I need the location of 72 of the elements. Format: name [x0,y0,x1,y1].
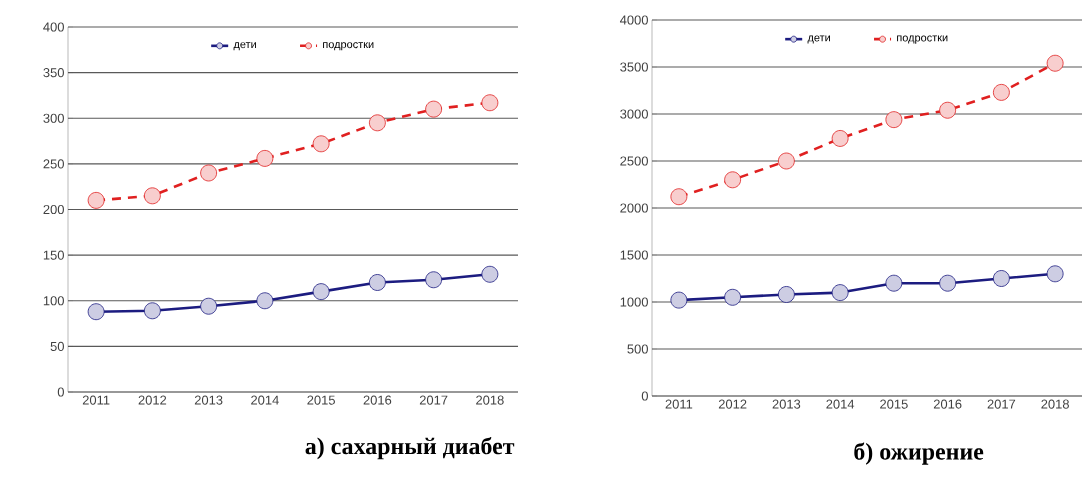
point [200,164,218,182]
x-tick-label: 2014 [251,395,279,405]
x-tick-label: 2013 [772,399,801,409]
point [992,83,1010,101]
point [87,303,105,321]
legend-label: дети [233,42,256,51]
y-tick-label: 150 [43,250,64,260]
y-tick-label: 250 [43,159,64,169]
x-tick-label: 2015 [880,399,908,409]
point [777,286,795,303]
point [724,288,742,306]
legend-label: дети [807,35,830,44]
point [256,292,274,310]
x-tick-label: 2018 [476,395,504,405]
point [312,135,330,153]
x-tick-label: 2011 [82,395,110,405]
x-tick-label: 2016 [363,395,392,405]
y-tick-label: 200 [43,204,64,215]
point [368,114,386,132]
point [312,283,330,301]
text: а) сахарный диабет [305,437,515,460]
y-tick-label: 0 [641,391,648,401]
x-tick-label: 2012 [718,399,747,409]
y-tick-label: 500 [627,344,648,354]
point [831,284,849,301]
y-tick-label: 350 [43,68,64,78]
point [670,188,688,206]
text: б) ожирение [854,442,984,465]
x-tick-label: 2016 [933,399,962,409]
point [885,111,903,129]
point [425,100,443,118]
point [425,271,443,289]
point [1046,54,1064,72]
x-tick-label: 2017 [419,395,448,405]
point [143,187,161,205]
legend-label: подростки [323,42,374,51]
y-tick-label: 3500 [620,62,648,72]
point [481,94,499,112]
x-tick-label: 2013 [194,395,223,405]
x-tick-label: 2018 [1041,399,1069,409]
y-tick-label: 2000 [620,203,648,213]
point [939,101,957,119]
y-tick-label: 100 [43,296,64,306]
y-tick-label: 300 [43,113,64,123]
x-tick-label: 2014 [826,399,855,409]
point [670,291,688,309]
point [885,274,903,292]
y-tick-label: 2500 [620,156,648,166]
y-tick-label: 400 [43,22,64,32]
point [1046,265,1064,283]
x-tick-label: 2012 [138,395,167,405]
point [481,265,499,283]
legend-label: подростки [897,35,948,44]
point [256,150,274,167]
y-tick-label: 4000 [619,15,648,25]
y-tick-label: 1000 [620,297,648,307]
point [724,171,742,189]
point [368,274,386,291]
point [200,297,218,315]
y-tick-label: 50 [50,341,64,351]
x-tick-label: 2015 [307,395,335,405]
x-tick-label: 2017 [987,399,1016,409]
point [777,152,795,170]
y-tick-label: 0 [57,387,64,397]
point [831,130,849,147]
x-tick-label: 2011 [665,399,693,409]
point [992,270,1010,287]
point [939,274,957,292]
point [143,302,161,320]
point [87,191,105,209]
y-tick-label: 3000 [620,109,648,119]
y-tick-label: 1500 [620,250,648,260]
